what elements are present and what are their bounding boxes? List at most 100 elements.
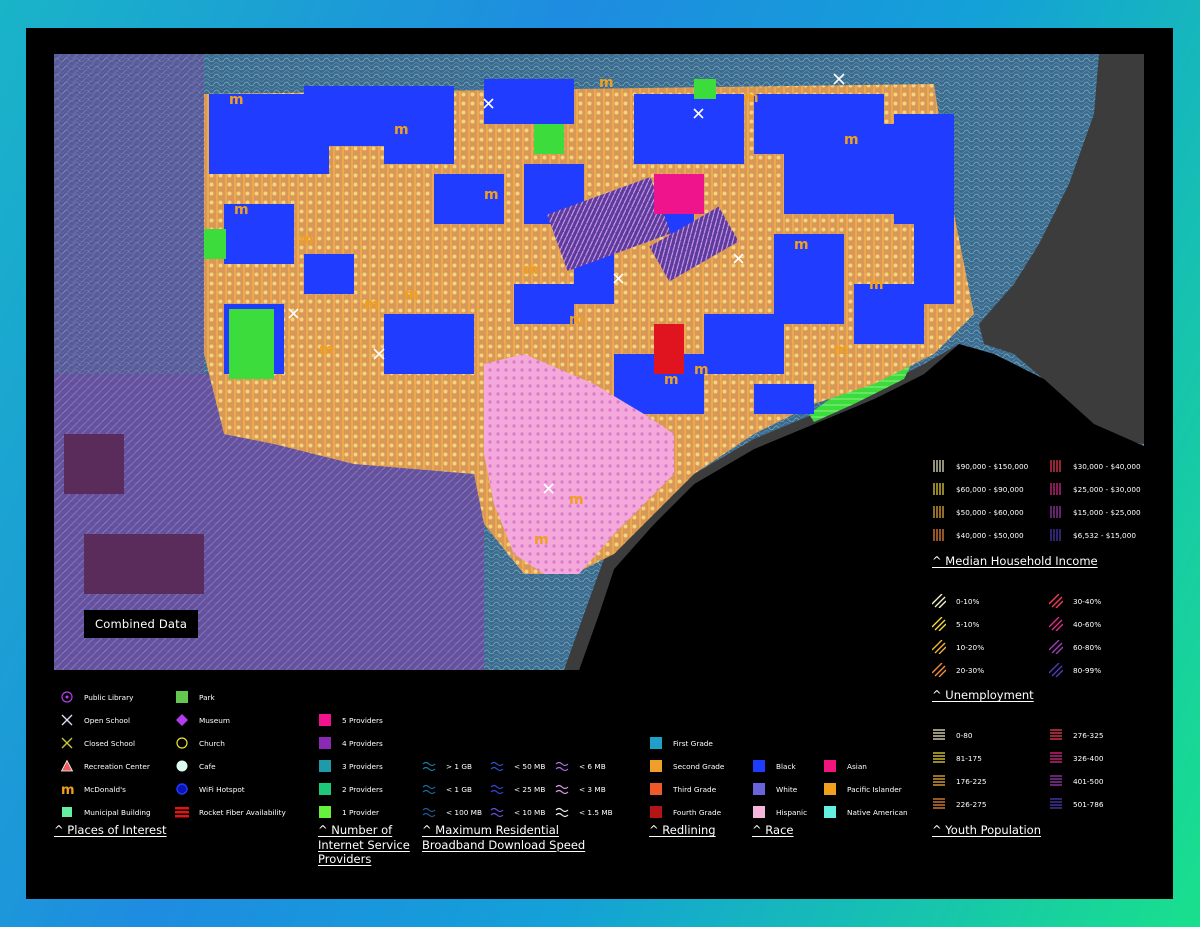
legend-income-icon [1049, 528, 1063, 542]
legend-label: 5-10% [956, 619, 980, 629]
legend-church[interactable]: Church [175, 736, 225, 750]
legend-unemployment[interactable]: 10-20% [931, 639, 985, 655]
legend-library[interactable]: Public Library [60, 690, 133, 704]
speed-title[interactable]: ^ Maximum Residential Broadband Download… [422, 823, 585, 852]
redlining-title[interactable]: ^ Redlining [649, 823, 716, 837]
legend-label: > 1 GB [446, 761, 473, 771]
places-of-interest-title[interactable]: ^ Places of Interest [54, 823, 167, 837]
legend-label: $50,000 - $60,000 [956, 507, 1024, 517]
legend-mcdonalds[interactable]: m McDonald's [60, 782, 126, 798]
legend-income-icon [1049, 505, 1063, 519]
svg-text:m: m [319, 342, 334, 358]
legend-label: WiFi Hotspot [199, 784, 245, 794]
legend-isp-3[interactable]: 3 Providers [318, 759, 383, 773]
unemployment-title[interactable]: ^ Unemployment [932, 688, 1034, 702]
legend-unemployment[interactable]: 0-10% [931, 593, 980, 609]
legend-youth[interactable]: 81-175 [932, 751, 982, 765]
legend-unemployment[interactable]: 20-30% [931, 662, 984, 678]
legend-race[interactable]: Pacific Islander [823, 782, 902, 796]
svg-text:m: m [744, 90, 759, 106]
legend-label: Pacific Islander [847, 784, 902, 794]
legend-speed[interactable]: < 1.5 MB [555, 805, 613, 819]
legend-speed[interactable]: > 1 GB [422, 759, 472, 773]
legend-label: Second Grade [673, 761, 725, 771]
legend-speed[interactable]: < 6 MB [555, 759, 606, 773]
legend-youth[interactable]: 501-786 [1049, 797, 1104, 811]
legend-label: Recreation Center [84, 761, 150, 771]
legend-label: Open School [84, 715, 131, 725]
legend-speed[interactable]: < 100 MB [422, 805, 482, 819]
legend-speed-icon [490, 782, 504, 796]
legend-isp-1[interactable]: 1 Provider [318, 805, 379, 819]
legend-speed[interactable]: < 50 MB [490, 759, 545, 773]
legend-park[interactable]: Park [175, 690, 215, 704]
legend-label: $40,000 - $50,000 [956, 530, 1024, 540]
legend-youth-icon [1049, 751, 1063, 765]
legend-youth[interactable]: 0-80 [932, 728, 973, 742]
legend-label: 226-275 [956, 799, 987, 809]
legend-race-icon [823, 805, 837, 819]
legend-income[interactable]: $40,000 - $50,000 [932, 528, 1024, 542]
legend-income-icon [1049, 482, 1063, 496]
legend-unemployment-icon [931, 616, 947, 632]
legend-unemployment[interactable]: 80-99% [1048, 662, 1101, 678]
legend-cafe[interactable]: Cafe [175, 759, 216, 773]
legend-unemployment-icon [1048, 662, 1064, 678]
legend-redlining[interactable]: First Grade [649, 736, 713, 750]
youth-title[interactable]: ^ Youth Population [932, 823, 1041, 837]
legend-race[interactable]: Asian [823, 759, 867, 773]
legend-income[interactable]: $25,000 - $30,000 [1049, 482, 1141, 496]
legend-race[interactable]: Hispanic [752, 805, 807, 819]
legend-speed[interactable]: < 3 MB [555, 782, 606, 796]
legend-isp-5[interactable]: 5 Providers [318, 713, 383, 727]
legend-isp-2[interactable]: 2 Providers [318, 782, 383, 796]
legend-income[interactable]: $90,000 - $150,000 [932, 459, 1028, 473]
legend-recreation-center[interactable]: Recreation Center [60, 759, 150, 773]
legend-museum-icon [175, 713, 189, 727]
detroit-map: mmm mmm mmm mmm mmm mmm mm [54, 54, 1144, 670]
legend-income[interactable]: $50,000 - $60,000 [932, 505, 1024, 519]
legend-open-school[interactable]: Open School [60, 713, 130, 727]
legend-label: 5 Providers [342, 715, 383, 725]
legend-redlining[interactable]: Second Grade [649, 759, 724, 773]
income-title[interactable]: ^ Median Household Income [932, 554, 1098, 568]
legend-youth[interactable]: 401-500 [1049, 774, 1104, 788]
legend-unemployment-icon [1048, 639, 1064, 655]
legend-race[interactable]: Native American [823, 805, 908, 819]
legend-unemployment[interactable]: 5-10% [931, 616, 980, 632]
legend-redlining[interactable]: Third Grade [649, 782, 716, 796]
legend-race-icon [752, 782, 766, 796]
legend-youth-icon [932, 797, 946, 811]
svg-text:m: m [569, 492, 584, 508]
legend-income[interactable]: $30,000 - $40,000 [1049, 459, 1141, 473]
legend-unemployment[interactable]: 30-40% [1048, 593, 1101, 609]
legend-rocket-fiber[interactable]: Rocket Fiber Availability [175, 805, 286, 819]
legend-speed[interactable]: < 25 MB [490, 782, 545, 796]
legend-redlining[interactable]: Fourth Grade [649, 805, 721, 819]
legend-label: < 10 MB [514, 807, 546, 817]
legend-unemployment[interactable]: 60-80% [1048, 639, 1101, 655]
race-title[interactable]: ^ Race [752, 823, 794, 837]
legend-unemployment[interactable]: 40-60% [1048, 616, 1101, 632]
legend-wifi-hotspot[interactable]: WiFi Hotspot [175, 782, 245, 796]
legend-municipal-building[interactable]: Municipal Building [60, 805, 151, 819]
legend-speed[interactable]: < 10 MB [490, 805, 545, 819]
legend-youth-icon [932, 751, 946, 765]
legend-label: 10-20% [956, 642, 985, 652]
legend-youth[interactable]: 226-275 [932, 797, 987, 811]
legend-income[interactable]: $15,000 - $25,000 [1049, 505, 1141, 519]
legend-race[interactable]: Black [752, 759, 796, 773]
legend-income-icon [1049, 459, 1063, 473]
legend-youth[interactable]: 276-325 [1049, 728, 1104, 742]
legend-museum[interactable]: Museum [175, 713, 230, 727]
legend-closed-school[interactable]: Closed School [60, 736, 135, 750]
legend-isp-4[interactable]: 4 Providers [318, 736, 383, 750]
isp-title[interactable]: ^ Number of Internet Service Providers [318, 823, 410, 867]
legend-race[interactable]: White [752, 782, 797, 796]
legend-youth[interactable]: 326-400 [1049, 751, 1104, 765]
legend-income[interactable]: $60,000 - $90,000 [932, 482, 1024, 496]
legend-youth[interactable]: 176-225 [932, 774, 987, 788]
legend-income[interactable]: $6,532 - $15,000 [1049, 528, 1136, 542]
legend-speed[interactable]: < 1 GB [422, 782, 472, 796]
